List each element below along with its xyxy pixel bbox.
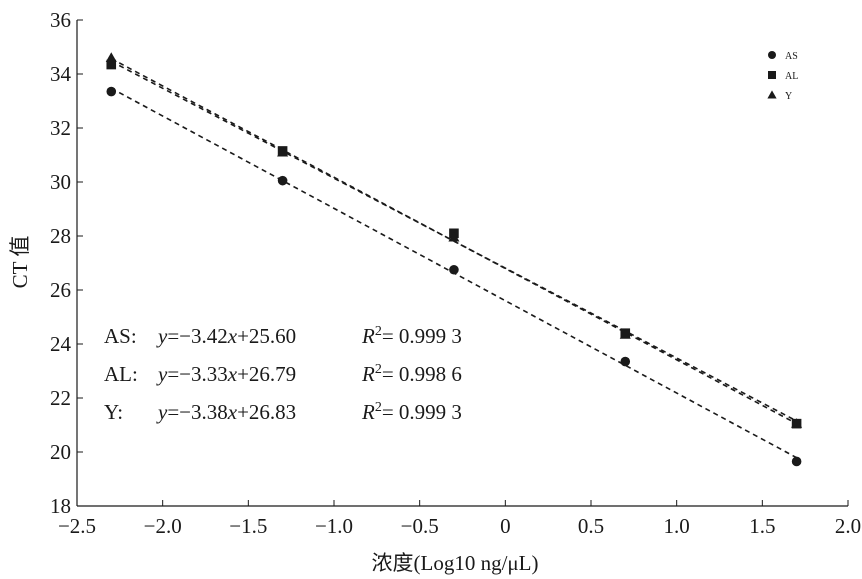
legend-marker-as [768,51,776,59]
legend: AS AL Y [767,51,798,102]
point-as [791,456,802,467]
x-axis-title: 浓度(Log10 ng/μL) [372,551,539,575]
x-tick-label: 1.5 [749,514,775,538]
x-tick-label: −2.0 [144,514,182,538]
x-tick-label: 2.0 [835,514,861,538]
x-tick-label: −1.5 [229,514,267,538]
fit-lines [110,57,797,459]
equation-label: AL: [104,362,138,386]
ticks: −2.5 −2.0 −1.5 −1.0 −0.5 0 0.5 1.0 1.5 2.0 18 20 22 2… [50,8,861,538]
point-y [791,418,803,428]
axes [76,20,848,507]
x-tick-label: 0.5 [578,514,604,538]
equation-annotations: AS: y=−3.42x+25.60 R2= 0.999 3 AL: y=−3.33x+… [104,324,462,424]
legend-marker-al [768,71,776,79]
legend-marker-y [767,90,777,99]
equation-text: y=−3.33x+26.79 [156,362,296,386]
equation-label: AS: [104,324,137,348]
legend-label-as: AS [785,51,798,62]
point-y [277,146,289,157]
x-tick-label: −0.5 [401,514,439,538]
r-squared-text: R2= 0.998 6 [361,362,462,386]
x-tick-label: −2.5 [58,514,96,538]
data-points [105,52,803,467]
fit-line-al [110,60,797,422]
r-squared-text: R2= 0.999 3 [361,324,462,348]
equation-label: Y: [104,400,123,424]
y-tick-label: 32 [50,116,71,140]
equation-text: y=−3.42x+25.60 [156,324,296,348]
y-tick-label: 28 [50,224,71,248]
y-tick-label: 36 [50,8,71,32]
y-tick-label: 22 [50,386,71,410]
point-y [619,329,631,339]
point-as [449,264,459,275]
y-tick-label: 18 [50,494,71,518]
y-tick-label: 24 [50,332,72,356]
legend-label-y: Y [785,91,792,102]
y-axis-title: CT 值 [8,236,32,289]
point-y [105,52,117,62]
point-as [106,86,117,97]
x-tick-label: 0 [500,514,511,538]
legend-label-al: AL [785,71,798,82]
y-tick-label: 26 [50,278,71,302]
x-tick-label: −1.0 [315,514,353,538]
point-y [448,231,460,242]
point-al [106,59,117,70]
x-tick-label: 1.0 [664,514,690,538]
y-tick-label: 34 [50,62,72,86]
r-squared-text: R2= 0.999 3 [361,400,462,424]
point-as [277,175,288,186]
y-tick-label: 20 [50,440,71,464]
equation-text: y=−3.38x+26.83 [156,400,296,424]
y-tick-label: 30 [50,170,71,194]
point-as [620,356,631,367]
